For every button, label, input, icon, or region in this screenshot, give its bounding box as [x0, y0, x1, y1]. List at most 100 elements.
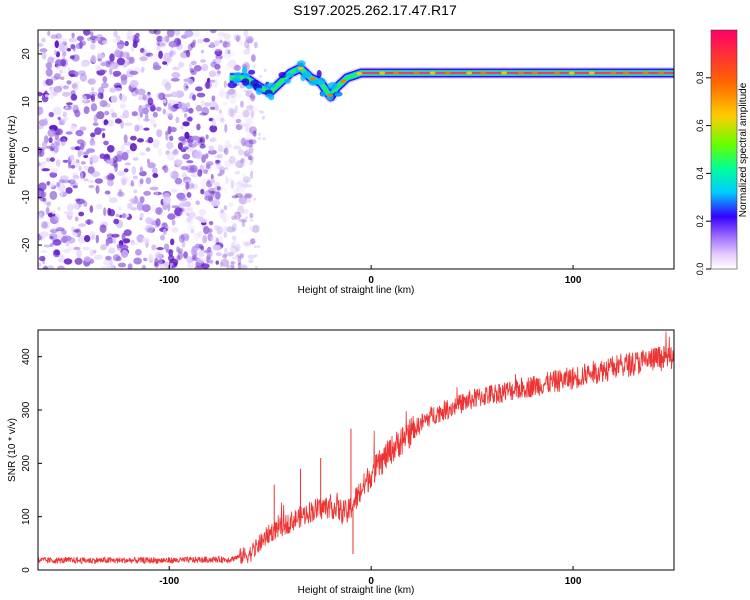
- noise-blob: [201, 49, 204, 54]
- noise-blob: [120, 74, 128, 81]
- noise-blob: [235, 160, 245, 169]
- noise-blob: [223, 80, 227, 88]
- noise-blob: [222, 42, 231, 48]
- noise-dot: [258, 132, 262, 136]
- noise-blob: [168, 249, 173, 257]
- noise-blob: [68, 179, 76, 185]
- ridge-blob: [311, 80, 317, 85]
- noise-blob: [162, 196, 171, 206]
- noise-blob: [224, 186, 228, 195]
- noise-blob: [221, 213, 230, 222]
- noise-blob: [47, 129, 56, 137]
- noise-blob: [247, 37, 253, 44]
- noise-blob: [168, 40, 178, 48]
- noise-blob: [187, 261, 195, 269]
- noise-blob: [195, 86, 203, 92]
- noise-blob: [62, 248, 71, 254]
- noise-blob: [95, 185, 100, 194]
- noise-blob: [252, 130, 257, 137]
- noise-dot: [254, 265, 258, 269]
- noise-blob: [48, 111, 55, 118]
- noise-blob: [156, 247, 164, 251]
- ridge-blob: [316, 70, 322, 78]
- noise-blob: [88, 179, 96, 184]
- noise-blob: [94, 178, 103, 184]
- noise-blob: [49, 147, 55, 151]
- noise-blob: [101, 82, 109, 89]
- noise-blob: [90, 55, 97, 63]
- noise-blob: [72, 185, 79, 189]
- noise-blob: [54, 40, 59, 49]
- noise-blob: [237, 186, 246, 194]
- noise-blob: [222, 253, 228, 259]
- noise-blob: [180, 125, 184, 130]
- noise-blob: [42, 266, 49, 269]
- noise-blob: [188, 167, 197, 173]
- noise-blob: [183, 113, 188, 118]
- y-tick-label: 300: [21, 401, 32, 418]
- noise-blob: [225, 63, 231, 71]
- noise-blob: [90, 103, 98, 112]
- noise-blob: [239, 122, 247, 127]
- x-tick-label: -100: [159, 576, 179, 587]
- noise-blob: [67, 203, 74, 212]
- noise-blob: [163, 243, 170, 251]
- noise-blob: [186, 216, 192, 223]
- noise-blob: [48, 55, 54, 63]
- noise-blob: [90, 93, 96, 102]
- noise-blob: [251, 54, 256, 62]
- noise-blob: [238, 148, 244, 156]
- noise-blob: [235, 254, 244, 258]
- noise-blob: [39, 48, 48, 53]
- noise-blob: [58, 254, 65, 263]
- noise-blob: [208, 228, 213, 234]
- noise-blob: [49, 242, 54, 247]
- noise-blob: [229, 178, 233, 182]
- noise-blob: [218, 236, 223, 245]
- noise-blob: [201, 106, 210, 116]
- noise-blob: [156, 45, 161, 51]
- noise-blob: [186, 164, 195, 174]
- noise-blob: [240, 158, 245, 164]
- noise-blob: [200, 59, 206, 63]
- noise-blob: [203, 38, 211, 43]
- noise-blob: [120, 144, 125, 153]
- noise-blob: [156, 129, 163, 138]
- noise-blob: [94, 37, 101, 42]
- noise-blob: [129, 70, 139, 76]
- noise-blob: [161, 53, 171, 62]
- noise-blob: [47, 30, 51, 36]
- noise-dot: [260, 110, 264, 114]
- noise-blob: [160, 211, 165, 216]
- noise-blob: [124, 40, 129, 47]
- noise-blob: [49, 228, 59, 234]
- noise-blob: [182, 146, 189, 150]
- noise-blob: [191, 183, 198, 190]
- noise-blob: [182, 153, 191, 160]
- noise-blob: [246, 118, 254, 126]
- noise-blob: [200, 179, 208, 188]
- noise-blob: [153, 30, 161, 35]
- noise-blob: [77, 70, 86, 76]
- noise-blob: [234, 160, 241, 169]
- noise-blob: [226, 252, 235, 257]
- noise-blob: [106, 233, 114, 240]
- x-tick-label: 100: [565, 576, 582, 587]
- snr-series-line: [38, 331, 674, 565]
- noise-blob: [235, 214, 243, 218]
- colorbar-tick-label: 0.0: [695, 263, 705, 276]
- noise-blob: [100, 244, 107, 251]
- noise-blob: [49, 171, 58, 178]
- noise-dot: [245, 180, 249, 184]
- ridge-blob: [248, 69, 256, 75]
- noise-blob: [175, 90, 185, 98]
- noise-blob: [46, 202, 52, 207]
- noise-blob: [50, 87, 56, 95]
- noise-blob: [122, 51, 129, 58]
- noise-blob: [47, 265, 54, 269]
- noise-blob: [62, 235, 72, 242]
- noise-blob: [53, 85, 63, 93]
- noise-blob: [174, 177, 183, 185]
- noise-blob: [156, 106, 162, 112]
- noise-blob: [187, 225, 196, 231]
